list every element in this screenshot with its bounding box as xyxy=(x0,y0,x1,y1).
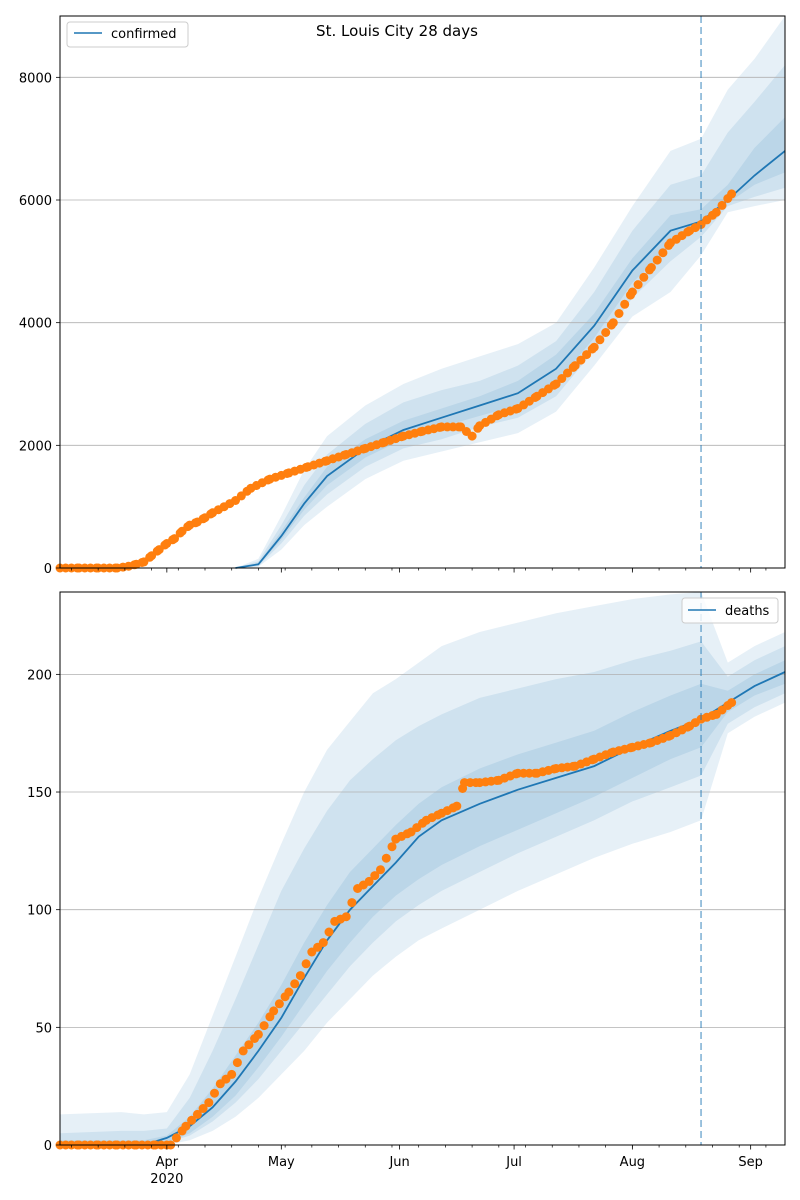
observed-point xyxy=(595,335,605,345)
observed-point xyxy=(658,248,668,258)
confirmed-observed-points xyxy=(55,189,737,573)
legend-label-confirmed: confirmed xyxy=(111,27,177,42)
observed-point xyxy=(557,374,567,383)
deaths-x-axis-ticks: Apr 2020 May Jun Jul Aug Sep xyxy=(71,1145,767,1187)
observed-point xyxy=(301,959,311,969)
x-tick-label: Aug xyxy=(620,1155,645,1170)
observed-point xyxy=(376,865,385,875)
observed-point xyxy=(551,379,561,389)
observed-point xyxy=(633,280,643,290)
series-line-deaths xyxy=(121,671,786,1146)
confirmed-panel: 0 2000 4000 6000 8000 St. Louis City 28 days… xyxy=(19,15,786,577)
deaths-model-line xyxy=(121,671,786,1146)
observed-point xyxy=(238,1046,248,1056)
deaths-panel: 0 50 100 150 200 Apr 2020 May Jun Jul Aug Sep deat… xyxy=(27,591,786,1187)
observed-point xyxy=(381,853,391,863)
observed-point xyxy=(290,979,300,989)
observed-point xyxy=(576,355,586,365)
x-tick-label: Jul xyxy=(505,1155,522,1170)
observed-point xyxy=(614,309,624,318)
y-tick-label: 0 xyxy=(44,1139,52,1154)
observed-point xyxy=(589,342,599,352)
observed-point xyxy=(204,1098,214,1108)
y-tick-label: 0 xyxy=(44,562,52,577)
y-tick-label: 50 xyxy=(35,1021,52,1036)
band-inner xyxy=(60,660,785,1145)
observed-point xyxy=(210,1088,219,1098)
observed-point xyxy=(387,842,397,852)
observed-point xyxy=(717,200,727,210)
observed-point xyxy=(639,272,649,282)
observed-point xyxy=(620,299,630,309)
observed-point xyxy=(608,318,618,328)
band-outer xyxy=(60,592,785,1145)
legend-label-deaths: deaths xyxy=(725,604,770,619)
observed-point xyxy=(253,1029,263,1039)
observed-point xyxy=(341,912,351,922)
y-tick-label: 100 xyxy=(27,904,52,919)
confirmed-axes-frame xyxy=(59,15,786,569)
x-tick-label: Jun xyxy=(388,1155,409,1170)
y-tick-label: 8000 xyxy=(19,71,52,86)
observed-point xyxy=(582,350,592,360)
observed-point xyxy=(227,1069,237,1079)
observed-point xyxy=(467,431,477,441)
observed-point xyxy=(601,328,611,337)
observed-point xyxy=(295,971,305,981)
legend-box xyxy=(66,21,189,48)
observed-point xyxy=(652,255,662,265)
band-outer xyxy=(235,16,785,568)
observed-point xyxy=(284,987,294,997)
observed-point xyxy=(646,263,656,272)
x-tick-label: Sep xyxy=(738,1155,763,1170)
band-middle xyxy=(235,65,785,568)
observed-point xyxy=(198,1104,208,1113)
deaths-observed-points xyxy=(55,698,737,1150)
observed-point xyxy=(563,368,572,378)
observed-point xyxy=(318,938,328,948)
deaths-legend: deaths xyxy=(681,597,779,624)
observed-point xyxy=(727,189,737,199)
observed-point xyxy=(452,801,462,811)
observed-point xyxy=(347,898,357,908)
deaths-uncertainty-bands xyxy=(60,592,785,1145)
observed-point xyxy=(259,1021,269,1031)
chart-title: St. Louis City 28 days xyxy=(316,22,478,40)
x-tick-label: Apr xyxy=(156,1155,179,1170)
x-tick-label: May xyxy=(268,1155,295,1170)
confirmed-y-axis-ticks: 0 2000 4000 6000 8000 xyxy=(19,71,60,577)
observed-point xyxy=(187,1115,197,1125)
observed-point xyxy=(324,927,334,937)
x-tick-year-label: 2020 xyxy=(150,1172,183,1187)
observed-point xyxy=(570,361,580,371)
y-tick-label: 200 xyxy=(27,668,52,683)
observed-point xyxy=(232,1058,242,1068)
observed-point xyxy=(627,287,637,297)
y-tick-label: 2000 xyxy=(19,439,52,454)
observed-point xyxy=(192,1109,202,1119)
y-tick-label: 4000 xyxy=(19,317,52,332)
deaths-axes-frame xyxy=(59,591,786,1146)
observed-point xyxy=(181,1121,191,1131)
observed-point xyxy=(727,698,737,708)
observed-point xyxy=(711,207,721,217)
deaths-y-axis-ticks: 0 50 100 150 200 xyxy=(27,668,60,1154)
observed-point xyxy=(170,534,179,544)
observed-point xyxy=(274,999,284,1009)
observed-point xyxy=(364,876,374,886)
observed-point xyxy=(244,1040,254,1050)
observed-point xyxy=(370,871,380,881)
confirmed-legend: confirmed xyxy=(66,21,189,48)
observed-point xyxy=(269,1006,279,1016)
observed-point xyxy=(171,1133,181,1143)
band-middle xyxy=(60,641,785,1145)
legend-box xyxy=(681,597,779,624)
y-tick-label: 150 xyxy=(27,786,52,801)
y-tick-label: 6000 xyxy=(19,194,52,209)
